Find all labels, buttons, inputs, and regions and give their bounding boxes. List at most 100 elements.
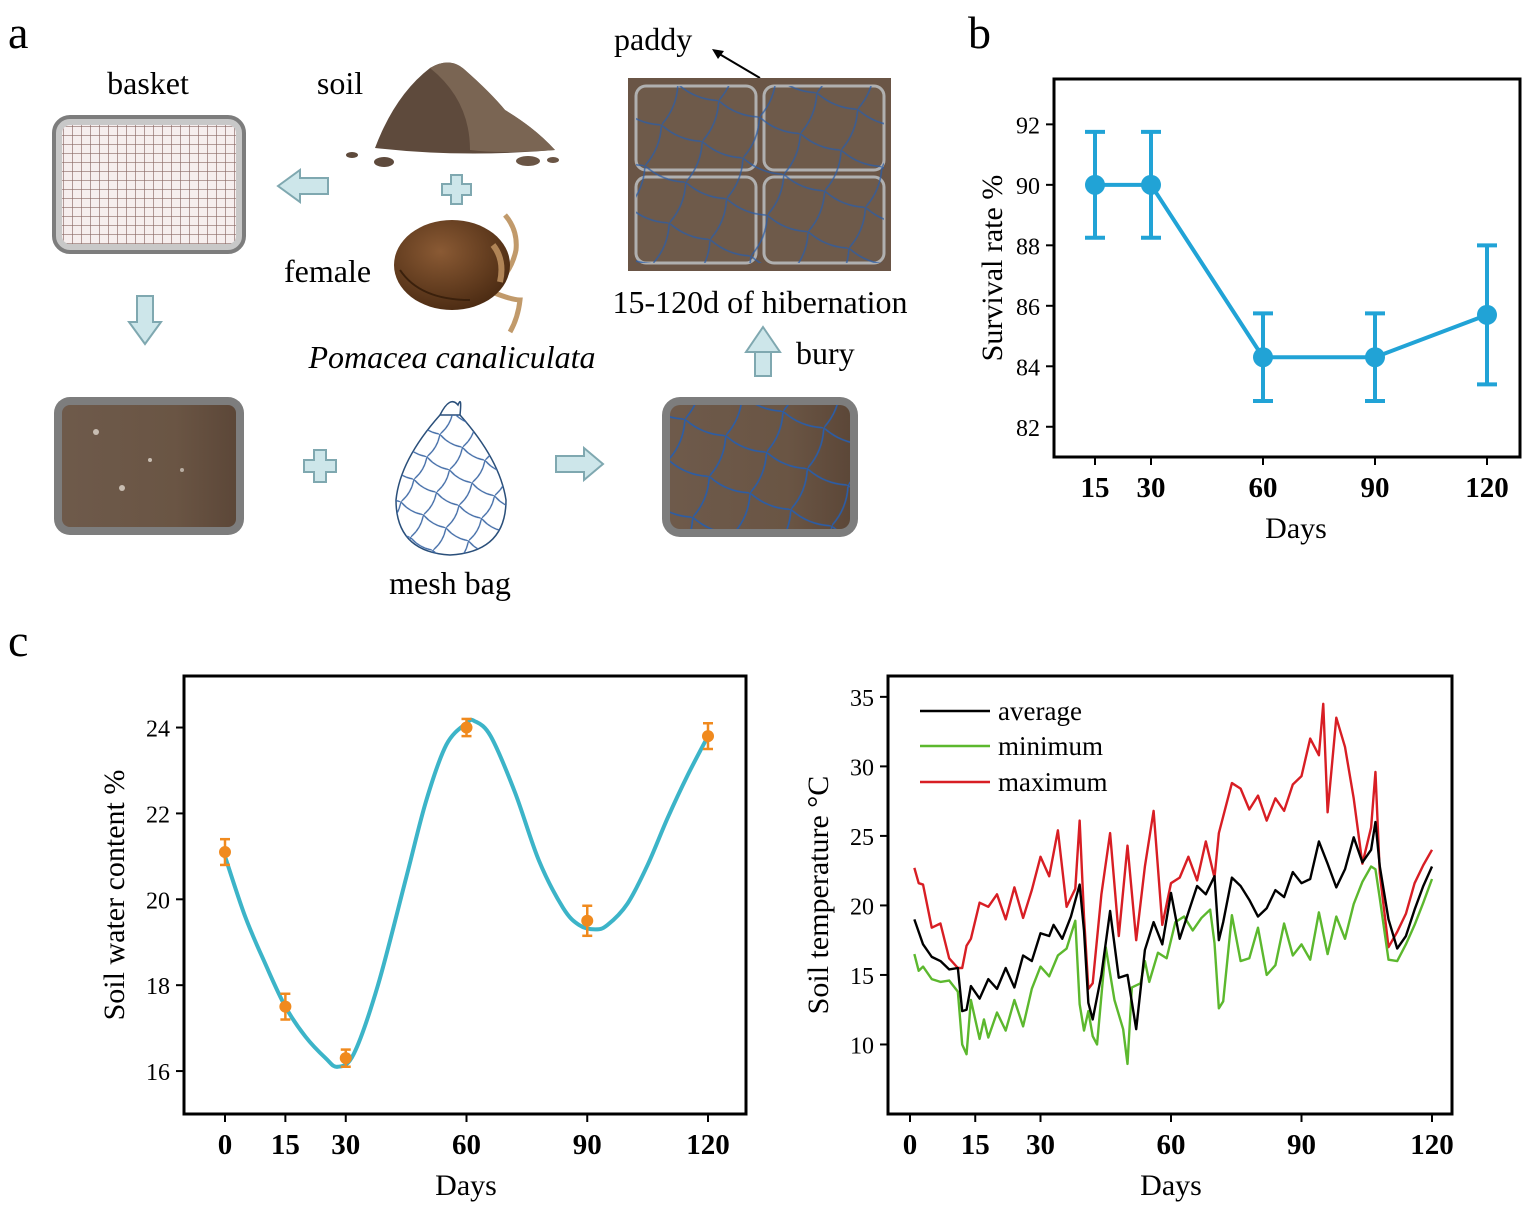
temperature-x-tick-label: 90 [1287, 1129, 1316, 1161]
legend-label-average: average [998, 696, 1082, 726]
legend-label-maximum: maximum [998, 767, 1108, 797]
temperature-x-tick-label: 0 [903, 1129, 918, 1161]
temperature-y-axis-title: Soil temperature °C [802, 776, 835, 1015]
survival-point [1141, 174, 1161, 195]
water-point [581, 914, 594, 927]
panel-b-label: b [968, 7, 991, 58]
survival-y-ticks: 82 84 86 88 90 92 [1016, 113, 1054, 442]
water-y-axis-title: Soil water content % [98, 770, 131, 1021]
water-y-ticks: 16 18 20 22 24 [146, 717, 184, 1086]
plus-icon-soil-female [441, 174, 472, 205]
water-x-tick-label: 0 [218, 1129, 233, 1161]
water-x-tick-label: 15 [271, 1129, 300, 1161]
water-point [339, 1052, 352, 1065]
survival-y-tick-label: 82 [1016, 416, 1040, 442]
water-y-tick-label: 16 [146, 1060, 170, 1086]
survival-series [1085, 129, 1497, 404]
temperature-x-tick-label: 30 [1026, 1129, 1055, 1161]
water-y-tick-label: 22 [146, 802, 170, 828]
water-y-tick-label: 24 [146, 717, 170, 743]
paddy-arrow-icon [712, 49, 761, 79]
survival-x-axis-title: Days [1265, 512, 1327, 545]
survival-plot-frame [1052, 77, 1522, 459]
water-x-tick-label: 60 [452, 1129, 481, 1161]
survival-x-ticks: 15 30 60 90 120 [1081, 457, 1509, 504]
legend-label-minimum: minimum [998, 731, 1103, 761]
survival-x-tick-label: 15 [1081, 472, 1110, 504]
water-point [702, 730, 714, 743]
temperature-y-tick-label: 10 [850, 1033, 874, 1059]
hibernation-label: 15-120d of hibernation [612, 284, 907, 320]
temperature-y-tick-label: 35 [850, 686, 874, 712]
water-plot-frame [182, 674, 748, 1116]
soil-label: soil [317, 65, 363, 101]
mesh-bag-icon [395, 400, 507, 556]
arrow-down-icon [127, 295, 163, 346]
water-y-tick-label: 18 [146, 974, 170, 1000]
soil-basket-icon [54, 397, 244, 535]
survival-line [1095, 182, 1488, 360]
survival-x-tick-label: 60 [1249, 472, 1278, 504]
water-point [279, 1000, 292, 1013]
water-x-tick-label: 120 [686, 1129, 730, 1161]
panel-a-diagram: a basket soil female [8, 7, 908, 601]
temperature-x-ticks: 0 15 30 60 90 120 [903, 1114, 1454, 1161]
survival-point [1365, 347, 1385, 368]
temperature-y-tick-label: 20 [850, 894, 874, 920]
survival-point [1253, 347, 1273, 368]
temperature-series-line-average [913, 820, 1434, 1031]
temperature-x-tick-label: 60 [1157, 1129, 1186, 1161]
water-x-ticks: 0 15 30 60 90 120 [218, 1114, 730, 1161]
mesh-bag-label: mesh bag [389, 565, 511, 601]
panel-b-chart: b 82 84 86 88 90 92 15 30 60 90 120 Days Survival… [968, 7, 1522, 545]
water-series [219, 717, 714, 1069]
paddy-image [628, 78, 891, 271]
temperature-x-tick-label: 15 [961, 1129, 990, 1161]
basket-label: basket [107, 65, 189, 101]
survival-y-tick-label: 86 [1016, 295, 1040, 321]
species-label: Pomacea canaliculata [307, 339, 595, 375]
survival-y-tick-label: 84 [1016, 355, 1040, 381]
water-x-axis-title: Days [435, 1169, 497, 1202]
arrow-right-icon [555, 445, 605, 483]
panel-a-label: a [8, 7, 28, 58]
water-fit-curve [223, 717, 710, 1069]
temperature-series-line-minimum [913, 865, 1434, 1066]
soil-pile-icon [346, 62, 559, 167]
arrow-left-icon [276, 168, 329, 204]
panel-c-water-chart: c 16 18 20 22 24 0 15 30 60 90 120 Days Soil wate… [8, 615, 748, 1202]
survival-y-axis-title: Survival rate % [976, 175, 1009, 362]
temperature-series [913, 702, 1434, 1066]
survival-y-tick-label: 92 [1016, 113, 1040, 139]
water-y-tick-label: 20 [146, 888, 170, 914]
netted-basket-icon [662, 397, 858, 537]
panel-c-temperature-chart: 10 15 20 25 30 35 0 15 30 60 90 120 average minimu… [802, 674, 1454, 1202]
arrow-up-icon [744, 325, 782, 377]
survival-point [1477, 304, 1497, 325]
temperature-y-tick-label: 25 [850, 825, 874, 851]
survival-x-tick-label: 90 [1361, 472, 1390, 504]
temperature-y-ticks: 10 15 20 25 30 35 [850, 686, 888, 1059]
panel-c-label: c [8, 615, 28, 666]
bury-label: bury [796, 335, 855, 371]
snail-icon [394, 213, 523, 334]
survival-x-tick-label: 120 [1465, 472, 1509, 504]
water-point [460, 721, 473, 734]
plus-icon-basket-bag [303, 449, 337, 483]
temperature-x-tick-label: 120 [1410, 1129, 1454, 1161]
temperature-y-tick-label: 15 [850, 964, 874, 990]
survival-y-tick-label: 90 [1016, 174, 1040, 200]
survival-x-tick-label: 30 [1137, 472, 1166, 504]
female-label: female [284, 253, 371, 289]
temperature-series-line-maximum [913, 702, 1434, 991]
water-point [219, 846, 231, 859]
temperature-y-tick-label: 30 [850, 755, 874, 781]
basket-icon [52, 115, 246, 254]
temperature-legend: average minimum maximum [920, 696, 1108, 797]
temperature-x-axis-title: Days [1140, 1169, 1202, 1202]
water-x-tick-label: 90 [573, 1129, 602, 1161]
survival-y-tick-label: 88 [1016, 234, 1040, 260]
water-x-tick-label: 30 [331, 1129, 360, 1161]
paddy-label: paddy [614, 21, 692, 57]
